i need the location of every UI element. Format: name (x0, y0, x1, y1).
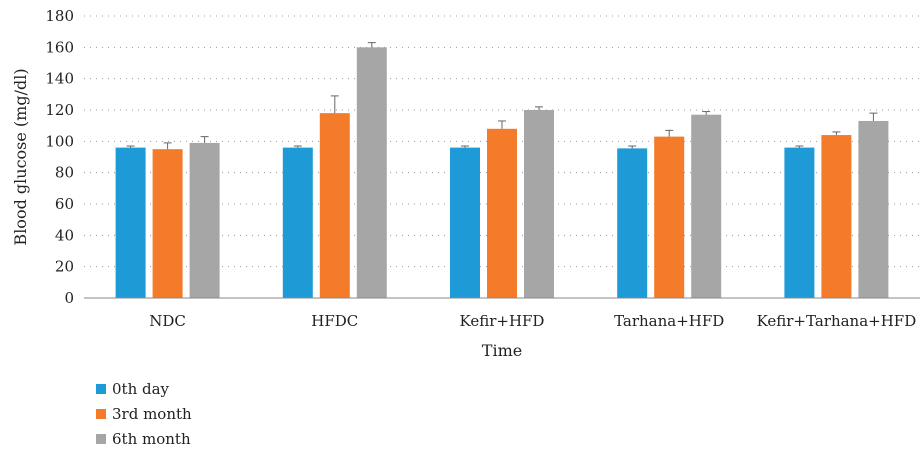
bar (487, 128, 517, 298)
gridlines (84, 15, 920, 268)
y-tick-label: 20 (55, 258, 74, 276)
y-tick-label: 180 (45, 7, 74, 25)
x-tick-label: Kefir+Tarhana+HFD (757, 312, 917, 330)
bar (152, 149, 183, 298)
bar (654, 136, 685, 298)
legend-item-3rd-month: 3rd month (96, 401, 192, 426)
bar (356, 47, 387, 299)
x-axis-title: Time (482, 341, 522, 360)
legend-item-6th-month: 6th month (96, 426, 192, 451)
legend-item-0th-day: 0th day (96, 376, 192, 401)
bar (691, 114, 722, 298)
y-tick-label: 100 (45, 132, 74, 150)
bar (617, 148, 648, 298)
bar (319, 113, 350, 298)
y-tick-label: 140 (45, 70, 74, 88)
y-axis-ticks: 0 20 40 60 80 100 120 140 160 180 (45, 7, 74, 307)
bar (115, 147, 146, 298)
bar (282, 147, 313, 298)
y-tick-label: 80 (55, 164, 74, 182)
bar (524, 110, 554, 298)
legend-swatch (96, 383, 106, 394)
y-tick-label: 160 (45, 38, 74, 56)
legend-swatch (96, 433, 106, 444)
x-tick-label: Kefir+HFD (460, 312, 545, 330)
bar (189, 142, 220, 298)
y-tick-label: 60 (55, 195, 74, 213)
legend-label: 6th month (112, 429, 191, 448)
y-axis-title: Blood glucose (mg/dl) (11, 68, 30, 245)
legend: 0th day 3rd month 6th month (96, 376, 192, 451)
legend-label: 3rd month (112, 404, 192, 423)
bar-chart: 0 20 40 60 80 100 120 140 160 180 NDC HFDC Kefir+HF… (11, 7, 920, 360)
y-tick-label: 0 (64, 289, 74, 307)
legend-swatch (96, 408, 106, 419)
x-tick-label: Tarhana+HFD (614, 312, 724, 330)
y-tick-label: 120 (45, 101, 74, 119)
x-tick-label: HFDC (311, 312, 358, 330)
x-axis-ticks: NDC HFDC Kefir+HFD Tarhana+HFD Kefir+Tarhana… (149, 312, 916, 330)
bar (821, 135, 852, 298)
y-tick-label: 40 (55, 226, 74, 244)
bar (784, 147, 815, 298)
bar (858, 120, 889, 298)
bars (115, 42, 889, 299)
x-tick-label: NDC (149, 312, 186, 330)
legend-label: 0th day (112, 379, 170, 398)
bar (450, 147, 480, 298)
